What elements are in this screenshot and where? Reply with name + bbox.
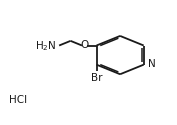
Text: O: O xyxy=(80,40,88,50)
Text: HCl: HCl xyxy=(9,95,27,105)
Text: Br: Br xyxy=(91,73,102,83)
Text: N: N xyxy=(148,59,155,69)
Text: H$_2$N: H$_2$N xyxy=(35,39,56,53)
